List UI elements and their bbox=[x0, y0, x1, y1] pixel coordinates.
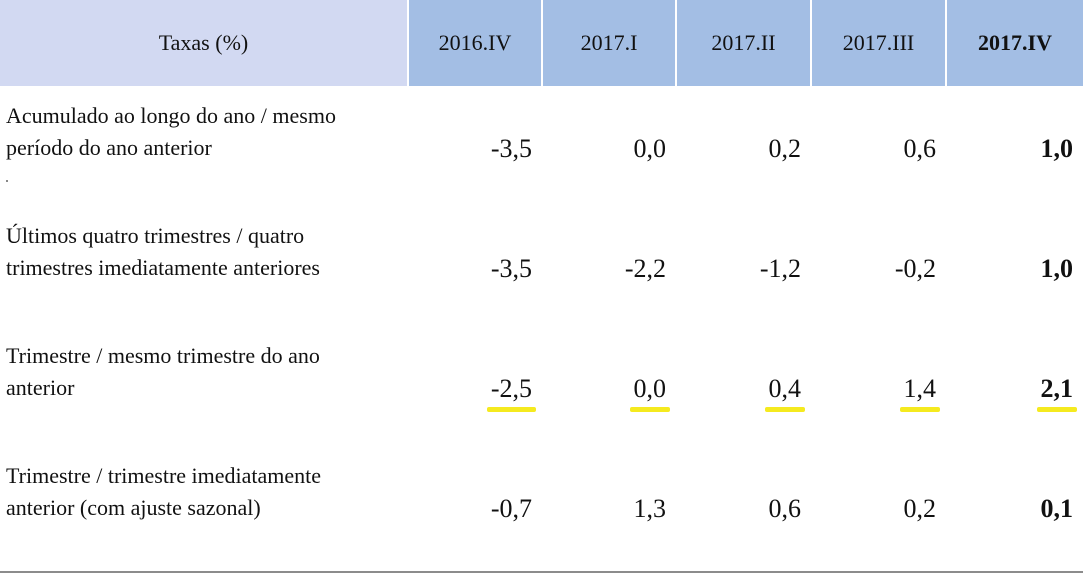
value-text: -3,5 bbox=[490, 134, 532, 163]
table-row: Últimos quatro trimestres / quatro trime… bbox=[0, 206, 1083, 326]
value-text: 0,6 bbox=[768, 494, 802, 523]
value-text: 0,2 bbox=[903, 494, 937, 523]
row-label-cell: Últimos quatro trimestres / quatro trime… bbox=[0, 206, 408, 326]
value-text: 2,1 bbox=[1036, 374, 1077, 412]
value-text: 0,1 bbox=[1040, 494, 1074, 523]
value-text: 1,0 bbox=[1040, 254, 1074, 283]
value-text: 0,0 bbox=[629, 374, 670, 412]
value-cell: 1,0 bbox=[946, 86, 1083, 206]
table-row: Acumulado ao longo do ano / mesmo períod… bbox=[0, 86, 1083, 206]
value-text: -2,2 bbox=[624, 254, 666, 283]
value-cell: 1,3 bbox=[542, 446, 676, 566]
header-period-2017-iv: 2017.IV bbox=[946, 0, 1083, 86]
value-cell: -0,7 bbox=[408, 446, 542, 566]
header-label-cell: Taxas (%) bbox=[0, 0, 409, 86]
stray-mark bbox=[6, 180, 8, 182]
table-row: Trimestre / trimestre imediatamente ante… bbox=[0, 446, 1083, 566]
value-text: 0,4 bbox=[764, 374, 805, 412]
value-cell-highlighted: 2,1 bbox=[946, 326, 1083, 446]
row-label-line: Últimos quatro trimestres / quatro bbox=[6, 223, 305, 248]
header-period-2017-ii: 2017.II bbox=[676, 0, 812, 86]
value-cell-highlighted: 0,4 bbox=[676, 326, 811, 446]
table-row-highlighted: Trimestre / mesmo trimestre do ano anter… bbox=[0, 326, 1083, 446]
value-cell: -3,5 bbox=[408, 86, 542, 206]
value-cell: 0,6 bbox=[811, 86, 946, 206]
value-cell: -0,2 bbox=[811, 206, 946, 326]
header-row: Taxas (%) 2016.IV 2017.I 2017.II 2017.II… bbox=[0, 0, 1083, 86]
value-cell-highlighted: 1,4 bbox=[811, 326, 946, 446]
row-label-line: Trimestre / mesmo trimestre do ano bbox=[6, 343, 320, 368]
header-period-2016-iv: 2016.IV bbox=[408, 0, 543, 86]
value-cell-highlighted: -2,5 bbox=[408, 326, 542, 446]
value-cell: 0,6 bbox=[676, 446, 811, 566]
row-label-cell: Trimestre / mesmo trimestre do ano anter… bbox=[0, 326, 408, 446]
row-label-cell: Acumulado ao longo do ano / mesmo períod… bbox=[0, 86, 408, 206]
value-cell-highlighted: 0,0 bbox=[542, 326, 676, 446]
value-text: -0,2 bbox=[894, 254, 936, 283]
row-label-line: anterior bbox=[6, 375, 75, 400]
value-cell: 0,0 bbox=[542, 86, 676, 206]
value-text: 1,3 bbox=[633, 494, 667, 523]
value-text: 1,4 bbox=[899, 374, 940, 412]
value-cell: -3,5 bbox=[408, 206, 542, 326]
value-cell: 1,0 bbox=[946, 206, 1083, 326]
row-label-line: anterior (com ajuste sazonal) bbox=[6, 495, 261, 520]
value-cell: 0,2 bbox=[811, 446, 946, 566]
row-label-line: período do ano anterior bbox=[6, 135, 212, 160]
row-label-line: Acumulado ao longo do ano / mesmo bbox=[6, 103, 336, 128]
value-text: 0,2 bbox=[768, 134, 802, 163]
value-text: 0,0 bbox=[633, 134, 667, 163]
value-text: 1,0 bbox=[1040, 134, 1074, 163]
value-cell: 0,2 bbox=[676, 86, 811, 206]
value-cell: -2,2 bbox=[542, 206, 676, 326]
row-label-line: Trimestre / trimestre imediatamente bbox=[6, 463, 322, 488]
value-cell: 0,1 bbox=[946, 446, 1083, 566]
header-period-2017-i: 2017.I bbox=[542, 0, 677, 86]
value-text: 0,6 bbox=[903, 134, 937, 163]
row-label-cell: Trimestre / trimestre imediatamente ante… bbox=[0, 446, 408, 566]
value-cell: -1,2 bbox=[676, 206, 811, 326]
value-text: -3,5 bbox=[490, 254, 532, 283]
row-label-line: trimestres imediatamente anteriores bbox=[6, 255, 320, 280]
bottom-divider bbox=[0, 571, 1083, 573]
value-text: -1,2 bbox=[759, 254, 801, 283]
value-text: -2,5 bbox=[486, 374, 537, 412]
header-period-2017-iii: 2017.III bbox=[811, 0, 947, 86]
value-text: -0,7 bbox=[490, 494, 532, 523]
